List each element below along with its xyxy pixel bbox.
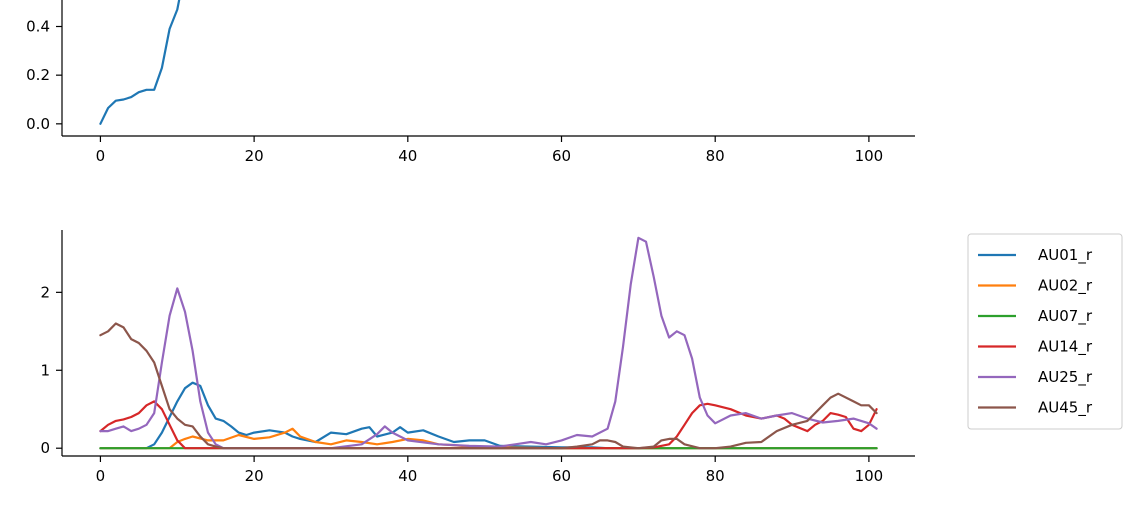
legend-label-au02-r: AU02_r — [1038, 277, 1093, 296]
y-tick-label: 2 — [40, 283, 50, 301]
legend-frame — [967, 233, 1123, 430]
x-tick-label: 80 — [706, 467, 725, 485]
x-tick-label: 100 — [855, 467, 884, 485]
y-tick-label: 0 — [40, 439, 50, 457]
legend-label-au14-r: AU14_r — [1038, 338, 1093, 357]
x-tick-label: 60 — [552, 467, 571, 485]
y-tick-label: 1 — [40, 361, 50, 379]
legend-label-au07-r: AU07_r — [1038, 307, 1093, 326]
legend-label-au01-r: AU01_r — [1038, 246, 1093, 265]
legend-label-au45-r: AU45_r — [1038, 399, 1093, 418]
series-line-au14-r — [99, 400, 878, 450]
x-tick-label: 100 — [855, 147, 884, 165]
top-subplot: 0 20 40 60 80 100 0.0 0.2 0.4 — [26, 0, 915, 165]
y-tick-label: 0.4 — [26, 18, 50, 36]
x-tick-label: 60 — [552, 147, 571, 165]
x-tick-label: 20 — [245, 467, 264, 485]
legend: AU01_r AU02_r AU07_r AU14_r AU25_r AU45_r — [967, 233, 1123, 430]
x-tick-label: 0 — [96, 147, 106, 165]
bottom-subplot: 0 20 40 60 80 100 0 1 2 — [40, 230, 915, 485]
series-group — [99, 236, 878, 450]
legend-label-au25-r: AU25_r — [1038, 368, 1093, 387]
y-tick-label: 0.2 — [26, 66, 50, 84]
x-tick-label: 40 — [398, 467, 417, 485]
x-tick-label: 0 — [96, 467, 106, 485]
x-tick-label: 40 — [398, 147, 417, 165]
series-line-series-0 — [99, 0, 181, 125]
series-line-au01-r — [99, 381, 878, 450]
x-tick-label: 20 — [245, 147, 264, 165]
series-line-au25-r — [99, 236, 878, 450]
y-tick-label: 0.0 — [26, 115, 50, 133]
series-group — [99, 0, 181, 125]
series-line-au45-r — [99, 322, 878, 450]
x-tick-label: 80 — [706, 147, 725, 165]
